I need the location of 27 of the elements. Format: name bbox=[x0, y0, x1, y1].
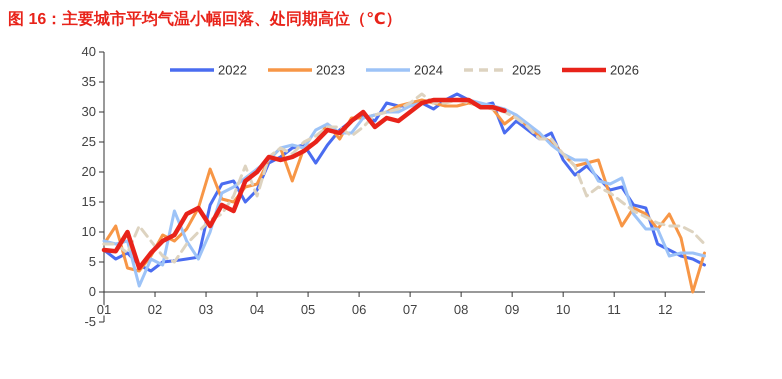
y-tick-label: 10 bbox=[82, 224, 96, 239]
y-tick-label: 40 bbox=[82, 44, 96, 59]
x-tick-label: 04 bbox=[250, 302, 264, 317]
y-tick-label: 5 bbox=[88, 254, 96, 269]
legend-label: 2026 bbox=[610, 62, 639, 78]
x-tick-label: 09 bbox=[504, 302, 520, 317]
x-tick-label: 02 bbox=[148, 302, 162, 317]
legend-label: 2022 bbox=[218, 62, 247, 78]
chart-title: 图 16：主要城市平均气温小幅回落、处同期高位（℃） bbox=[8, 9, 402, 28]
x-tick-label: 08 bbox=[454, 302, 468, 317]
x-tick-label: 06 bbox=[352, 302, 366, 317]
legend-label: 2023 bbox=[316, 62, 345, 78]
x-tick-label: 07 bbox=[402, 302, 418, 317]
x-tick-label: 12 bbox=[658, 302, 672, 317]
x-tick-label: 03 bbox=[198, 302, 214, 317]
y-tick-label: 20 bbox=[82, 164, 96, 179]
x-tick-label: 10 bbox=[556, 302, 570, 317]
legend-label: 2024 bbox=[414, 62, 443, 78]
x-tick-label: 05 bbox=[300, 302, 316, 317]
legend-label: 2025 bbox=[512, 62, 541, 78]
y-tick-label: 0 bbox=[88, 284, 96, 299]
y-tick-label: 35 bbox=[82, 74, 96, 89]
y-tick-label: 30 bbox=[82, 104, 96, 119]
x-tick-label: 11 bbox=[607, 302, 621, 317]
y-tick-label: 15 bbox=[82, 194, 96, 209]
y-tick-label: 25 bbox=[82, 134, 96, 149]
y-tick-label: -5 bbox=[84, 314, 96, 329]
